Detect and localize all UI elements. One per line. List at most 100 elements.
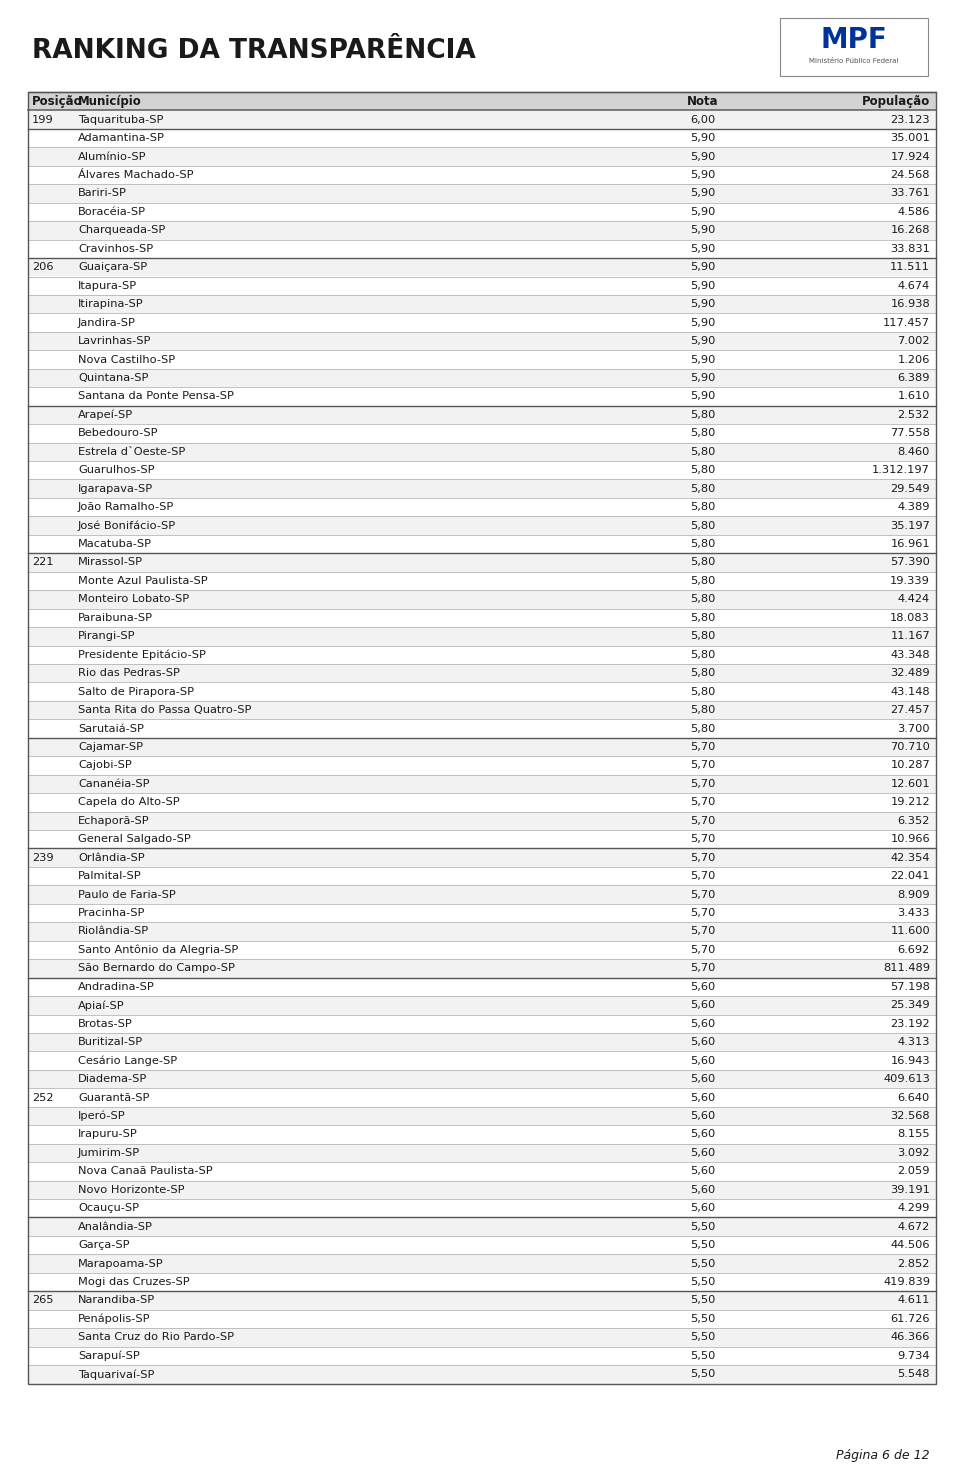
Text: Santa Cruz do Rio Pardo-SP: Santa Cruz do Rio Pardo-SP <box>78 1332 234 1342</box>
Text: 5,70: 5,70 <box>690 835 716 844</box>
Text: Cesário Lange-SP: Cesário Lange-SP <box>78 1055 178 1066</box>
Text: Santo Antônio da Alegria-SP: Santo Antônio da Alegria-SP <box>78 944 238 955</box>
Bar <box>28 737 936 756</box>
Bar <box>28 295 936 314</box>
Text: Nova Canaã Paulista-SP: Nova Canaã Paulista-SP <box>78 1166 212 1177</box>
Text: Irapuru-SP: Irapuru-SP <box>78 1129 137 1140</box>
Text: Ministério Público Federal: Ministério Público Federal <box>809 58 899 64</box>
Text: Santa Rita do Passa Quatro-SP: Santa Rita do Passa Quatro-SP <box>78 704 252 715</box>
Text: Mogi das Cruzes-SP: Mogi das Cruzes-SP <box>78 1277 190 1288</box>
Bar <box>28 517 936 534</box>
Bar <box>28 554 936 571</box>
Bar <box>28 443 936 460</box>
Text: 2.532: 2.532 <box>898 410 930 420</box>
Text: 16.938: 16.938 <box>890 299 930 309</box>
Text: 419.839: 419.839 <box>883 1277 930 1288</box>
Bar <box>28 497 936 517</box>
Text: 23.123: 23.123 <box>890 114 930 124</box>
Text: 239: 239 <box>32 852 54 863</box>
Text: 5,90: 5,90 <box>690 151 716 161</box>
Text: 1.312.197: 1.312.197 <box>872 465 930 475</box>
Bar <box>28 92 936 111</box>
Text: Itapura-SP: Itapura-SP <box>78 281 137 290</box>
Text: 3.700: 3.700 <box>898 724 930 734</box>
Text: Cravinhos-SP: Cravinhos-SP <box>78 244 154 255</box>
Bar <box>28 460 936 480</box>
Text: Bebedouro-SP: Bebedouro-SP <box>78 428 158 438</box>
Bar <box>28 258 936 277</box>
Text: 10.966: 10.966 <box>890 835 930 844</box>
Bar <box>28 1310 936 1328</box>
Text: 5,90: 5,90 <box>690 336 716 346</box>
Text: Pracinha-SP: Pracinha-SP <box>78 909 145 918</box>
Text: 32.489: 32.489 <box>890 667 930 678</box>
Text: Taquarivaí-SP: Taquarivaí-SP <box>78 1369 155 1379</box>
Text: 5,90: 5,90 <box>690 262 716 272</box>
Text: Cajobi-SP: Cajobi-SP <box>78 761 132 771</box>
Text: 5,70: 5,70 <box>690 761 716 771</box>
Text: Sarapuí-SP: Sarapuí-SP <box>78 1351 140 1362</box>
Text: 35.197: 35.197 <box>890 521 930 530</box>
Bar <box>28 534 936 554</box>
Text: 5,80: 5,80 <box>690 687 716 697</box>
Text: 5,70: 5,70 <box>690 872 716 881</box>
Text: Iperó-SP: Iperó-SP <box>78 1110 126 1122</box>
Text: 3.433: 3.433 <box>898 909 930 918</box>
Text: 57.390: 57.390 <box>890 558 930 567</box>
Text: 17.924: 17.924 <box>890 151 930 161</box>
Text: 5,90: 5,90 <box>690 188 716 198</box>
Text: 5,60: 5,60 <box>690 1166 715 1177</box>
Text: 6.352: 6.352 <box>898 815 930 826</box>
Text: 2.059: 2.059 <box>898 1166 930 1177</box>
Bar <box>28 1365 936 1384</box>
Text: 265: 265 <box>32 1295 54 1305</box>
Bar <box>28 480 936 497</box>
Text: 5,70: 5,70 <box>690 926 716 937</box>
Bar <box>28 793 936 811</box>
Text: 29.549: 29.549 <box>890 484 930 494</box>
Text: 24.568: 24.568 <box>891 170 930 181</box>
Text: 5,60: 5,60 <box>690 1037 715 1048</box>
Text: 5.548: 5.548 <box>898 1369 930 1379</box>
Bar <box>28 388 936 406</box>
Bar <box>28 608 936 628</box>
Text: 4.424: 4.424 <box>898 595 930 604</box>
Text: José Bonifácio-SP: José Bonifácio-SP <box>78 521 176 531</box>
Text: São Bernardo do Campo-SP: São Bernardo do Campo-SP <box>78 963 235 974</box>
Text: Monteiro Lobato-SP: Monteiro Lobato-SP <box>78 595 189 604</box>
Bar <box>28 571 936 591</box>
Text: 16.943: 16.943 <box>890 1055 930 1066</box>
Text: 5,80: 5,80 <box>690 704 716 715</box>
Text: 33.831: 33.831 <box>890 244 930 255</box>
Text: 5,80: 5,80 <box>690 595 716 604</box>
Text: Mirassol-SP: Mirassol-SP <box>78 558 143 567</box>
Text: Marapoama-SP: Marapoama-SP <box>78 1258 163 1268</box>
Text: Igarapava-SP: Igarapava-SP <box>78 484 154 494</box>
Text: 12.601: 12.601 <box>890 778 930 789</box>
Text: 2.852: 2.852 <box>898 1258 930 1268</box>
Text: 5,90: 5,90 <box>690 225 716 235</box>
Text: 7.002: 7.002 <box>898 336 930 346</box>
Text: Estrela d`Oeste-SP: Estrela d`Oeste-SP <box>78 447 185 457</box>
Text: Monte Azul Paulista-SP: Monte Azul Paulista-SP <box>78 576 207 586</box>
Text: 5,50: 5,50 <box>690 1351 716 1360</box>
Text: 19.212: 19.212 <box>890 798 930 807</box>
Text: 5,90: 5,90 <box>690 355 716 364</box>
Bar <box>28 1255 936 1273</box>
Text: 5,90: 5,90 <box>690 281 716 290</box>
Text: 6.692: 6.692 <box>898 944 930 955</box>
Text: 5,90: 5,90 <box>690 318 716 327</box>
Text: Guarulhos-SP: Guarulhos-SP <box>78 465 155 475</box>
Text: 25.349: 25.349 <box>890 1000 930 1011</box>
Text: 811.489: 811.489 <box>883 963 930 974</box>
Text: 11.167: 11.167 <box>890 632 930 641</box>
Text: 5,60: 5,60 <box>690 1129 715 1140</box>
Bar <box>780 18 928 75</box>
Text: Echaporã-SP: Echaporã-SP <box>78 815 150 826</box>
Text: 5,60: 5,60 <box>690 1185 715 1194</box>
Text: 5,50: 5,50 <box>690 1221 716 1231</box>
Text: Município: Município <box>78 95 142 108</box>
Text: Alumínio-SP: Alumínio-SP <box>78 151 147 161</box>
Text: 5,90: 5,90 <box>690 207 716 218</box>
Text: 4.299: 4.299 <box>898 1203 930 1214</box>
